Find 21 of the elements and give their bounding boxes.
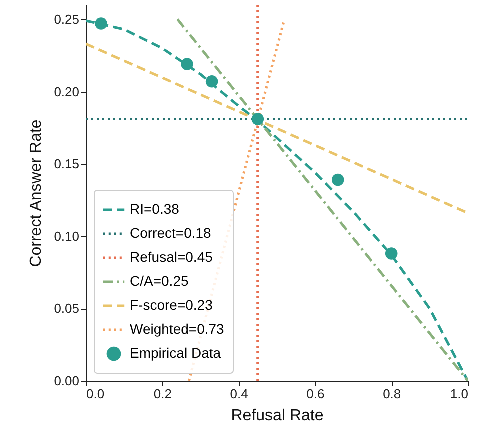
y-axis-title: Correct Answer Rate bbox=[28, 120, 46, 268]
legend-label: Refusal=0.45 bbox=[130, 249, 214, 265]
legend-label: C/A=0.25 bbox=[130, 273, 189, 289]
y-tick-label: 0.15 bbox=[54, 156, 80, 172]
x-tick-label: 0.8 bbox=[383, 386, 402, 402]
y-tick-label: 0.20 bbox=[54, 84, 80, 100]
x-tick-label: 0.0 bbox=[86, 386, 105, 402]
x-tick-label: 0.2 bbox=[154, 386, 172, 402]
y-tick-label: 0.10 bbox=[54, 228, 80, 244]
y-tick-label: 0.05 bbox=[54, 301, 80, 316]
legend-label: Weighted=0.73 bbox=[130, 321, 225, 337]
legend-label: RI=0.38 bbox=[130, 201, 180, 217]
legend-label: Empirical Data bbox=[130, 345, 222, 361]
x-tick-label: 0.6 bbox=[306, 386, 325, 402]
y-tick-label: 0.25 bbox=[54, 12, 80, 27]
legend-label: F-score=0.23 bbox=[130, 297, 214, 313]
y-tick-label: 0.00 bbox=[54, 374, 80, 388]
x-axis-title: Refusal Rate bbox=[231, 408, 324, 424]
legend-label: Correct=0.18 bbox=[130, 225, 212, 241]
x-tick-label: 1.0 bbox=[450, 386, 468, 402]
x-tick-label: 0.4 bbox=[230, 386, 248, 402]
